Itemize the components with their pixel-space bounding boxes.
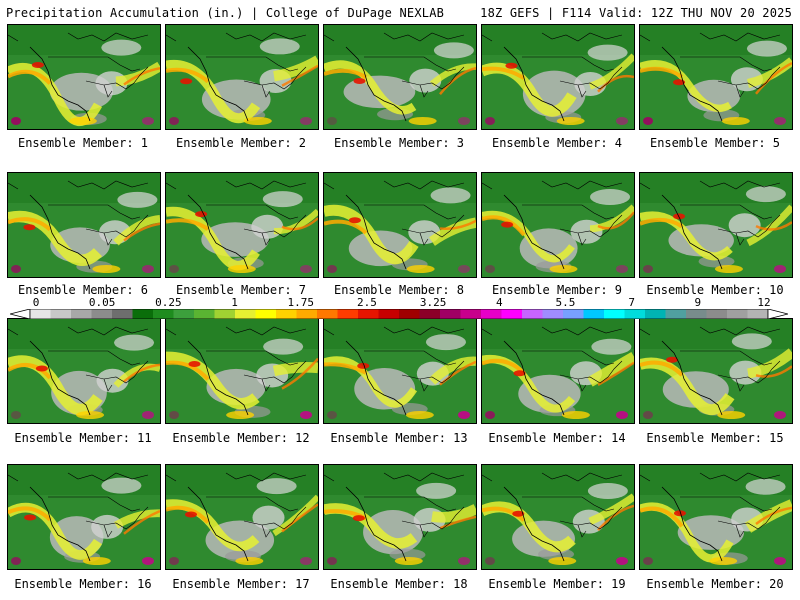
ensemble-member-label: Ensemble Member: 17 xyxy=(172,577,310,591)
colorbar-tick-label: 5.5 xyxy=(555,296,576,309)
ensemble-map-1 xyxy=(7,24,161,130)
ensemble-map-7 xyxy=(165,172,319,278)
ensemble-member-label: Ensemble Member: 15 xyxy=(646,431,784,445)
colorbar-tick-label: 7 xyxy=(628,296,635,309)
precipitation-colorbar xyxy=(10,309,788,319)
ensemble-member-label: Ensemble Member: 7 xyxy=(175,283,307,297)
ensemble-member-label: Ensemble Member: 2 xyxy=(175,136,307,150)
ensemble-map-6 xyxy=(7,172,161,278)
colorbar-tick-label: 0.25 xyxy=(155,296,182,309)
ensemble-map-15 xyxy=(639,318,793,424)
ensemble-member-label: Ensemble Member: 18 xyxy=(330,577,468,591)
map-title: Precipitation Accumulation (in.) | Colle… xyxy=(6,6,445,20)
ensemble-map-12 xyxy=(165,318,319,424)
colorbar-tick-label: 2.5 xyxy=(356,296,377,309)
ensemble-member-label: Ensemble Member: 20 xyxy=(646,577,784,591)
colorbar-tick-label: 3.25 xyxy=(419,296,447,309)
ensemble-member-label: Ensemble Member: 14 xyxy=(488,431,626,445)
ensemble-map-19 xyxy=(481,464,635,570)
ensemble-map-3 xyxy=(323,24,477,130)
ensemble-map-13 xyxy=(323,318,477,424)
ensemble-member-label: Ensemble Member: 1 xyxy=(17,136,149,150)
colorbar-tick-label: 4 xyxy=(495,296,503,309)
colorbar-tick-label: 0.05 xyxy=(88,296,116,309)
ensemble-member-label: Ensemble Member: 5 xyxy=(649,136,781,150)
colorbar-tick-label: 9 xyxy=(694,296,702,309)
ensemble-member-label: Ensemble Member: 9 xyxy=(491,283,623,297)
ensemble-member-label: Ensemble Member: 19 xyxy=(488,577,626,591)
colorbar-tick-label: 1.75 xyxy=(287,296,314,309)
ensemble-member-label: Ensemble Member: 6 xyxy=(17,283,149,297)
ensemble-map-4 xyxy=(481,24,635,130)
ensemble-member-label: Ensemble Member: 3 xyxy=(333,136,465,150)
colorbar-labels: 0 0.05 0.25 1 1.75 2.5 3.25 4 5.5 7 9 12 xyxy=(0,296,800,309)
ensemble-map-14 xyxy=(481,318,635,424)
ensemble-member-label: Ensemble Member: 4 xyxy=(491,136,623,150)
ensemble-member-label: Ensemble Member: 10 xyxy=(646,283,784,297)
ensemble-member-label: Ensemble Member: 8 xyxy=(333,283,465,297)
ensemble-map-11 xyxy=(7,318,161,424)
ensemble-map-8 xyxy=(323,172,477,278)
ensemble-map-2 xyxy=(165,24,319,130)
colorbar-tick-label: 0 xyxy=(32,296,40,309)
colorbar-tick-label: 1 xyxy=(231,296,238,309)
ensemble-member-label: Ensemble Member: 12 xyxy=(172,431,310,445)
ensemble-map-10 xyxy=(639,172,793,278)
ensemble-map-17 xyxy=(165,464,319,570)
run-info: 18Z GEFS | F114 Valid: 12Z THU NOV 20 20… xyxy=(480,6,792,20)
ensemble-member-label: Ensemble Member: 13 xyxy=(330,431,468,445)
ensemble-member-label: Ensemble Member: 11 xyxy=(14,431,152,445)
colorbar-tick-label: 12 xyxy=(757,296,771,309)
ensemble-member-label: Ensemble Member: 16 xyxy=(14,577,152,591)
ensemble-map-18 xyxy=(323,464,477,570)
ensemble-map-20 xyxy=(639,464,793,570)
ensemble-map-16 xyxy=(7,464,161,570)
ensemble-map-5 xyxy=(639,24,793,130)
ensemble-map-9 xyxy=(481,172,635,278)
